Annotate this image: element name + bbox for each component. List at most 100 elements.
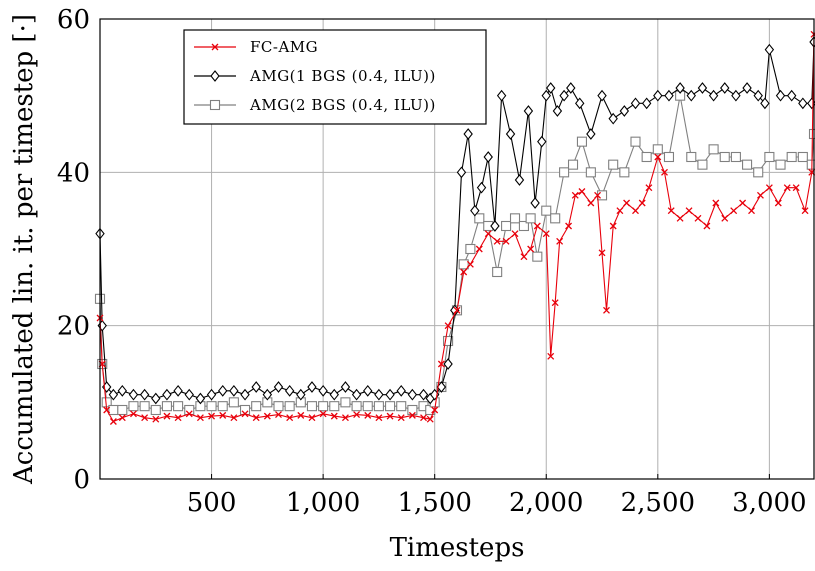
legend-label-amg-2-bgs: AMG(2 BGS (0.4, ILU)) bbox=[249, 96, 436, 114]
data-point bbox=[275, 411, 282, 419]
data-point bbox=[496, 89, 507, 102]
data-point bbox=[318, 384, 328, 397]
legend: FC-AMG AMG(1 BGS (0.4, ILU)) AMG(2 BGS (… bbox=[183, 29, 487, 125]
data-point bbox=[230, 414, 238, 422]
data-point bbox=[532, 251, 543, 262]
data-point bbox=[492, 266, 503, 278]
data-point bbox=[229, 384, 239, 397]
data-point bbox=[443, 358, 453, 370]
data-point bbox=[742, 159, 753, 170]
data-point bbox=[117, 384, 128, 397]
data-point bbox=[362, 401, 373, 412]
data-point bbox=[663, 151, 675, 163]
plot-frame bbox=[99, 18, 815, 480]
data-point bbox=[185, 410, 193, 418]
x-axis-title: Timesteps bbox=[390, 533, 525, 563]
data-point bbox=[801, 207, 809, 215]
data-point bbox=[318, 401, 329, 412]
data-point bbox=[783, 184, 791, 192]
data-point bbox=[578, 188, 586, 195]
data-point bbox=[118, 414, 126, 422]
data-point bbox=[720, 82, 730, 94]
data-point bbox=[128, 388, 139, 401]
data-point bbox=[786, 89, 797, 102]
data-point bbox=[431, 406, 439, 414]
x-tick-label: 500 bbox=[187, 488, 237, 518]
data-point bbox=[363, 384, 373, 397]
legend-swatch-amg-2-bgs bbox=[194, 99, 236, 111]
data-point bbox=[162, 388, 172, 401]
data-point bbox=[297, 411, 305, 419]
data-point bbox=[686, 89, 696, 102]
data-point bbox=[585, 167, 596, 178]
data-point bbox=[150, 404, 161, 416]
data-point bbox=[664, 89, 674, 102]
data-point bbox=[208, 412, 216, 420]
data-point bbox=[708, 144, 719, 155]
data-point bbox=[396, 384, 406, 397]
data-point bbox=[565, 222, 573, 230]
data-point bbox=[386, 412, 394, 420]
x-tick-label: 3,000 bbox=[732, 488, 806, 518]
data-point bbox=[330, 412, 338, 420]
data-point bbox=[319, 410, 327, 418]
data-point bbox=[685, 207, 693, 215]
data-point bbox=[786, 151, 797, 163]
data-point bbox=[632, 207, 639, 215]
data-point bbox=[456, 166, 467, 179]
data-point bbox=[152, 415, 160, 423]
data-point bbox=[161, 401, 172, 412]
data-point bbox=[196, 414, 204, 422]
data-point bbox=[547, 352, 555, 360]
data-point bbox=[739, 199, 747, 207]
data-point bbox=[263, 412, 271, 420]
legend-label-fc-amg: FC-AMG bbox=[250, 38, 318, 56]
data-point bbox=[775, 159, 786, 170]
data-point bbox=[608, 159, 619, 170]
data-point bbox=[797, 151, 808, 163]
data-point bbox=[552, 105, 563, 117]
data-point bbox=[206, 388, 217, 401]
data-point bbox=[426, 415, 434, 423]
data-point bbox=[443, 335, 454, 347]
data-point bbox=[753, 89, 763, 102]
x-tick-label: 1,000 bbox=[286, 488, 360, 518]
data-point bbox=[407, 404, 418, 416]
data-point bbox=[775, 89, 786, 102]
data-point bbox=[654, 153, 662, 161]
data-point bbox=[630, 136, 641, 147]
data-point bbox=[228, 397, 239, 408]
data-point bbox=[385, 401, 396, 412]
data-point bbox=[396, 401, 407, 412]
data-point bbox=[686, 151, 697, 163]
data-point bbox=[408, 411, 416, 419]
legend-swatch-fc-amg bbox=[194, 43, 236, 51]
data-point bbox=[217, 401, 228, 412]
data-point bbox=[703, 222, 711, 230]
data-point bbox=[675, 82, 685, 94]
legend-entry-amg-1-bgs: AMG(1 BGS (0.4, ILU)) bbox=[194, 67, 435, 85]
data-point bbox=[641, 151, 652, 163]
data-point bbox=[206, 401, 217, 412]
data-point bbox=[742, 82, 752, 94]
data-point bbox=[151, 392, 161, 405]
data-point bbox=[475, 245, 483, 253]
data-point bbox=[760, 97, 770, 110]
data-point bbox=[340, 397, 351, 408]
data-point bbox=[501, 220, 512, 232]
data-point bbox=[616, 207, 624, 215]
series-line bbox=[99, 95, 815, 411]
x-tick-label: 2,500 bbox=[621, 488, 695, 518]
data-point bbox=[597, 89, 607, 102]
data-point bbox=[476, 181, 487, 194]
data-point bbox=[765, 184, 773, 192]
data-point bbox=[490, 220, 500, 232]
data-point bbox=[708, 89, 719, 102]
y-axis-title: Accumulated lin. it. per timestep [·] bbox=[9, 14, 39, 485]
data-point bbox=[340, 381, 351, 393]
y-tick-label: 60 bbox=[57, 5, 90, 35]
data-point bbox=[638, 199, 646, 207]
data-point bbox=[103, 406, 111, 414]
legend-entry-amg-2-bgs: AMG(2 BGS (0.4, ILU)) bbox=[194, 96, 436, 114]
